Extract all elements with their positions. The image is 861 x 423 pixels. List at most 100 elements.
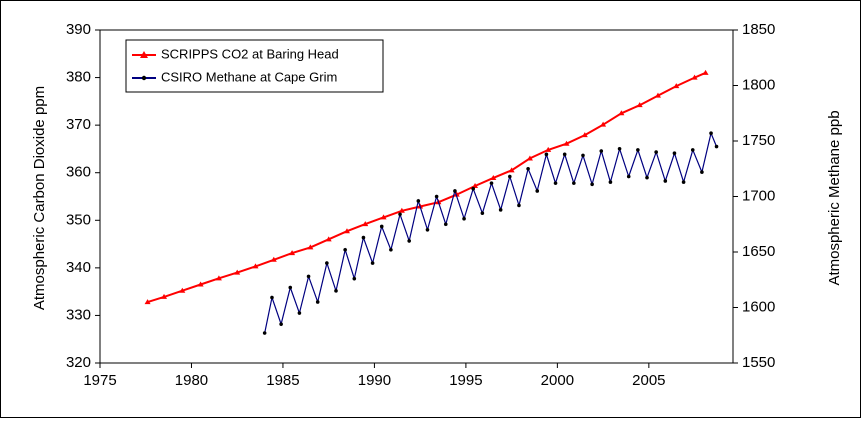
marker (517, 203, 521, 208)
marker (508, 167, 515, 173)
marker (498, 208, 503, 212)
marker (654, 92, 661, 98)
marker (654, 150, 658, 154)
marker (709, 131, 713, 136)
y2-tick-label: 1650 (742, 243, 775, 260)
marker (270, 256, 277, 262)
marker (453, 191, 460, 197)
y2-axis-title: Atmospheric Methane ppb (826, 110, 843, 285)
marker (626, 174, 631, 179)
y-tick-label: 360 (66, 164, 91, 181)
marker (462, 216, 466, 221)
marker (472, 183, 479, 189)
y-tick-label: 370 (66, 116, 91, 133)
marker (325, 236, 332, 242)
marker (691, 74, 698, 80)
y2-tick-label: 1850 (742, 21, 775, 38)
marker (636, 102, 643, 108)
marker (197, 281, 204, 287)
marker (434, 194, 439, 199)
marker (673, 83, 680, 89)
marker (590, 182, 594, 187)
marker (617, 146, 622, 151)
y-tick-label: 320 (66, 354, 91, 371)
marker (379, 224, 384, 229)
marker (599, 149, 604, 153)
marker (553, 181, 558, 185)
x-tick-label: 2000 (541, 372, 574, 389)
marker (690, 148, 695, 152)
marker (471, 186, 476, 191)
marker (608, 180, 613, 184)
marker (407, 239, 411, 243)
legend-label: CSIRO Methane at Cape Grim (161, 69, 337, 84)
marker (600, 121, 607, 127)
marker (370, 261, 375, 265)
marker (581, 153, 585, 158)
marker (526, 166, 530, 171)
x-tick-label: 2005 (632, 372, 665, 389)
y-axis-title: Atmospheric Carbon Dioxide ppm (31, 86, 48, 310)
marker (262, 331, 267, 335)
marker (380, 214, 387, 220)
legend-box (125, 39, 384, 93)
marker (672, 151, 677, 156)
marker (334, 289, 338, 293)
y2-tick-label: 1750 (742, 132, 775, 149)
marker (563, 140, 570, 146)
marker (681, 180, 686, 184)
marker (425, 228, 430, 232)
x-tick-label: 1975 (83, 372, 116, 389)
y2-tick-label: 1700 (742, 187, 775, 204)
marker (179, 287, 186, 293)
marker (663, 179, 668, 183)
marker (489, 181, 494, 185)
marker (443, 222, 448, 227)
marker (581, 132, 588, 138)
marker (315, 300, 320, 304)
marker (361, 235, 366, 240)
marker (398, 207, 405, 213)
y-tick-label: 390 (66, 21, 91, 38)
marker (325, 261, 329, 265)
y-tick-label: 340 (66, 259, 91, 276)
x-tick-label: 1985 (266, 372, 299, 389)
y-tick-label: 330 (66, 306, 91, 323)
y2-tick-label: 1600 (742, 298, 775, 315)
marker (416, 199, 421, 203)
legend-marker (140, 51, 148, 58)
marker (618, 110, 625, 116)
marker (362, 221, 369, 227)
marker (480, 211, 485, 215)
marker (306, 274, 311, 279)
marker (389, 247, 393, 252)
marker (297, 311, 302, 315)
marker (636, 148, 640, 152)
marker (526, 155, 533, 161)
y-tick-label: 380 (66, 69, 91, 86)
marker (453, 189, 457, 193)
marker (645, 175, 649, 180)
marker (307, 244, 314, 250)
marker (508, 174, 512, 179)
marker (562, 152, 567, 157)
marker (545, 146, 552, 152)
marker (161, 293, 168, 299)
marker (279, 322, 283, 326)
marker (288, 285, 293, 290)
marker (544, 152, 549, 157)
marker (144, 299, 151, 305)
x-tick-label: 1995 (449, 372, 482, 389)
x-tick-label: 1990 (358, 372, 391, 389)
marker (490, 174, 497, 180)
marker (702, 69, 709, 75)
marker (700, 170, 704, 174)
marker (215, 275, 222, 281)
legend-marker (141, 75, 147, 81)
marker (270, 295, 274, 300)
y2-tick-label: 1800 (742, 76, 775, 93)
marker (234, 269, 241, 275)
marker (398, 212, 402, 217)
marker (714, 144, 719, 149)
